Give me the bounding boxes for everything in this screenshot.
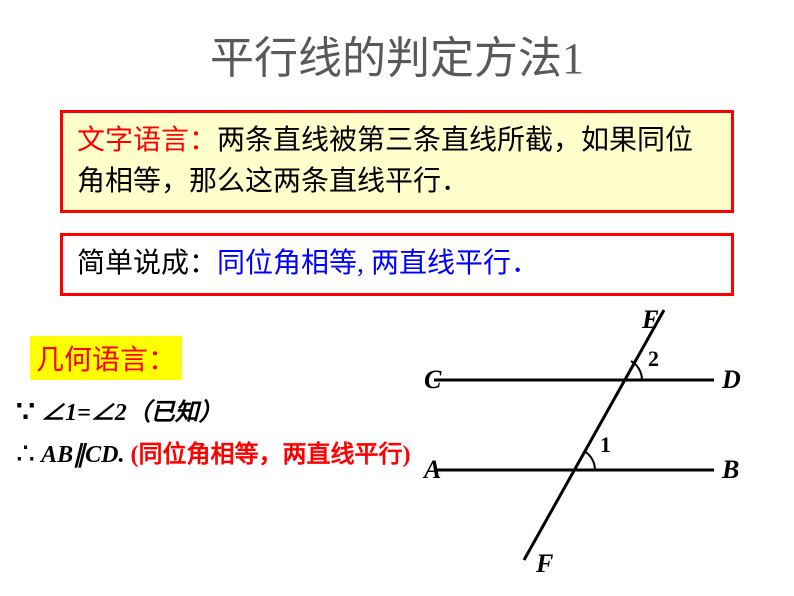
- svg-text:D: D: [721, 365, 741, 394]
- because-text: ∠1=∠2（已知）: [41, 400, 223, 426]
- svg-text:A: A: [422, 455, 441, 484]
- svg-text:C: C: [424, 365, 442, 394]
- text-language-box: 文字语言：两条直线被第三条直线所截，如果同位角相等，那么这两条直线平行．: [60, 110, 734, 213]
- page-title: 平行线的判定方法1: [0, 0, 794, 86]
- svg-text:E: E: [641, 305, 659, 334]
- box1-label: 文字语言：: [77, 125, 217, 156]
- because-symbol: ∵: [16, 396, 35, 429]
- svg-text:B: B: [721, 455, 739, 484]
- svg-text:1: 1: [600, 432, 611, 457]
- box2-label: 简单说成：: [77, 248, 217, 279]
- geometry-language-label: 几何语言：: [30, 336, 182, 380]
- svg-text:F: F: [535, 549, 553, 578]
- box2-body: 同位角相等, 两直线平行．: [217, 248, 539, 279]
- proof-because: ∵ ∠1=∠2（已知）: [16, 392, 223, 430]
- therefore-symbol: ∴: [16, 438, 35, 471]
- therefore-reason: (同位角相等，两直线平行): [130, 442, 410, 468]
- svg-text:2: 2: [648, 346, 659, 371]
- simple-language-box: 简单说成：同位角相等, 两直线平行．: [60, 233, 734, 296]
- geometry-diagram: A B C D E F 1 2: [404, 300, 764, 580]
- proof-therefore: ∴ AB∥CD. (同位角相等，两直线平行): [16, 434, 410, 472]
- therefore-math: AB∥CD.: [41, 442, 124, 468]
